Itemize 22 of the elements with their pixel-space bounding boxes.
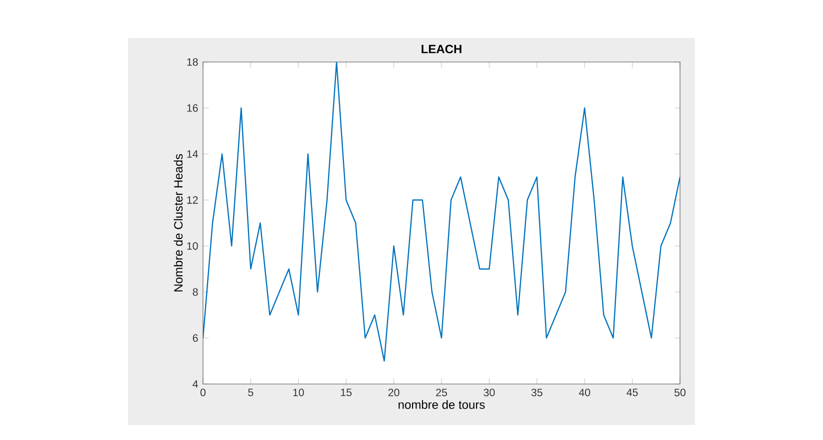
y-tick-label: 6 xyxy=(192,334,198,342)
chart-title: LEACH xyxy=(422,44,462,54)
y-tick-label: 16 xyxy=(187,104,198,112)
y-tick-label: 10 xyxy=(187,242,198,250)
x-tick-label: 10 xyxy=(293,388,304,396)
x-tick-label: 15 xyxy=(340,388,352,396)
x-tick-label: 35 xyxy=(531,388,542,396)
y-tick-label: 12 xyxy=(187,196,198,204)
y-axis-title: Nombre de Cluster Heads xyxy=(174,154,183,292)
y-tick-label: 18 xyxy=(187,58,198,66)
x-axis-title: nombre de tours xyxy=(398,400,485,409)
x-tick-label: 50 xyxy=(674,388,686,396)
y-tick-label: 4 xyxy=(192,380,198,388)
x-tick-label: 5 xyxy=(248,388,254,396)
x-tick-label: 25 xyxy=(436,388,447,396)
x-tick-label: 20 xyxy=(388,388,400,396)
y-tick-label: 14 xyxy=(187,150,198,158)
y-tick-label: 8 xyxy=(192,288,198,296)
x-tick-label: 45 xyxy=(626,388,638,396)
x-tick-label: 30 xyxy=(484,388,495,396)
x-tick-label: 0 xyxy=(200,388,206,396)
x-tick-label: 40 xyxy=(578,388,590,396)
